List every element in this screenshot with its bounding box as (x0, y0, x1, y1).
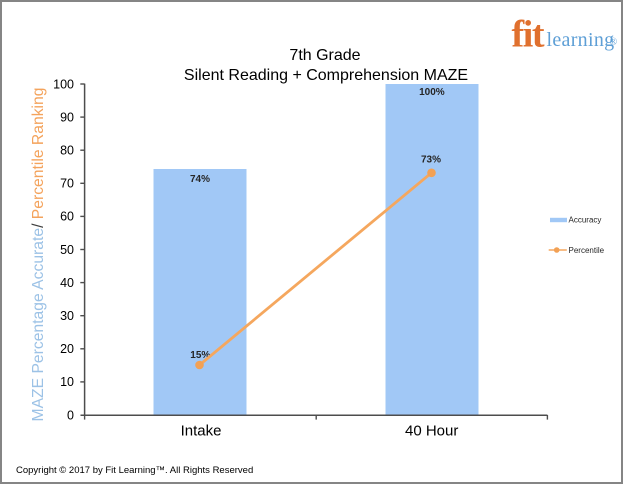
svg-text:40 Hour: 40 Hour (405, 423, 458, 440)
svg-text:70: 70 (60, 177, 74, 191)
svg-text:Copyright © 2017 by Fit Learni: Copyright © 2017 by Fit Learning™. All R… (16, 465, 253, 476)
svg-text:Intake: Intake (181, 423, 222, 440)
svg-text:100: 100 (53, 77, 74, 91)
svg-text:15%: 15% (190, 350, 210, 361)
svg-text:60: 60 (60, 210, 74, 224)
svg-text:90: 90 (60, 110, 74, 124)
svg-text:80: 80 (60, 144, 74, 158)
svg-text:30: 30 (60, 309, 74, 323)
svg-text:7th Grade: 7th Grade (289, 47, 360, 64)
svg-text:fit: fit (512, 14, 545, 56)
svg-text:Accuracy: Accuracy (569, 216, 602, 225)
svg-text:50: 50 (60, 243, 74, 257)
svg-text:learning: learning (547, 29, 615, 51)
svg-text:0: 0 (67, 408, 74, 422)
svg-text:40: 40 (60, 276, 74, 290)
svg-text:Percentile: Percentile (569, 246, 605, 255)
svg-text:10: 10 (60, 375, 74, 389)
svg-text:®: ® (610, 37, 618, 48)
svg-text:Silent Reading + Comprehension: Silent Reading + Comprehension MAZE (184, 67, 468, 84)
svg-text:74%: 74% (190, 174, 210, 185)
svg-text:20: 20 (60, 342, 74, 356)
svg-text:100%: 100% (419, 87, 445, 98)
svg-text:MAZE Percentage Accurate/ Perc: MAZE Percentage Accurate/ Percentile Ran… (30, 88, 47, 422)
svg-text:73%: 73% (421, 155, 441, 166)
